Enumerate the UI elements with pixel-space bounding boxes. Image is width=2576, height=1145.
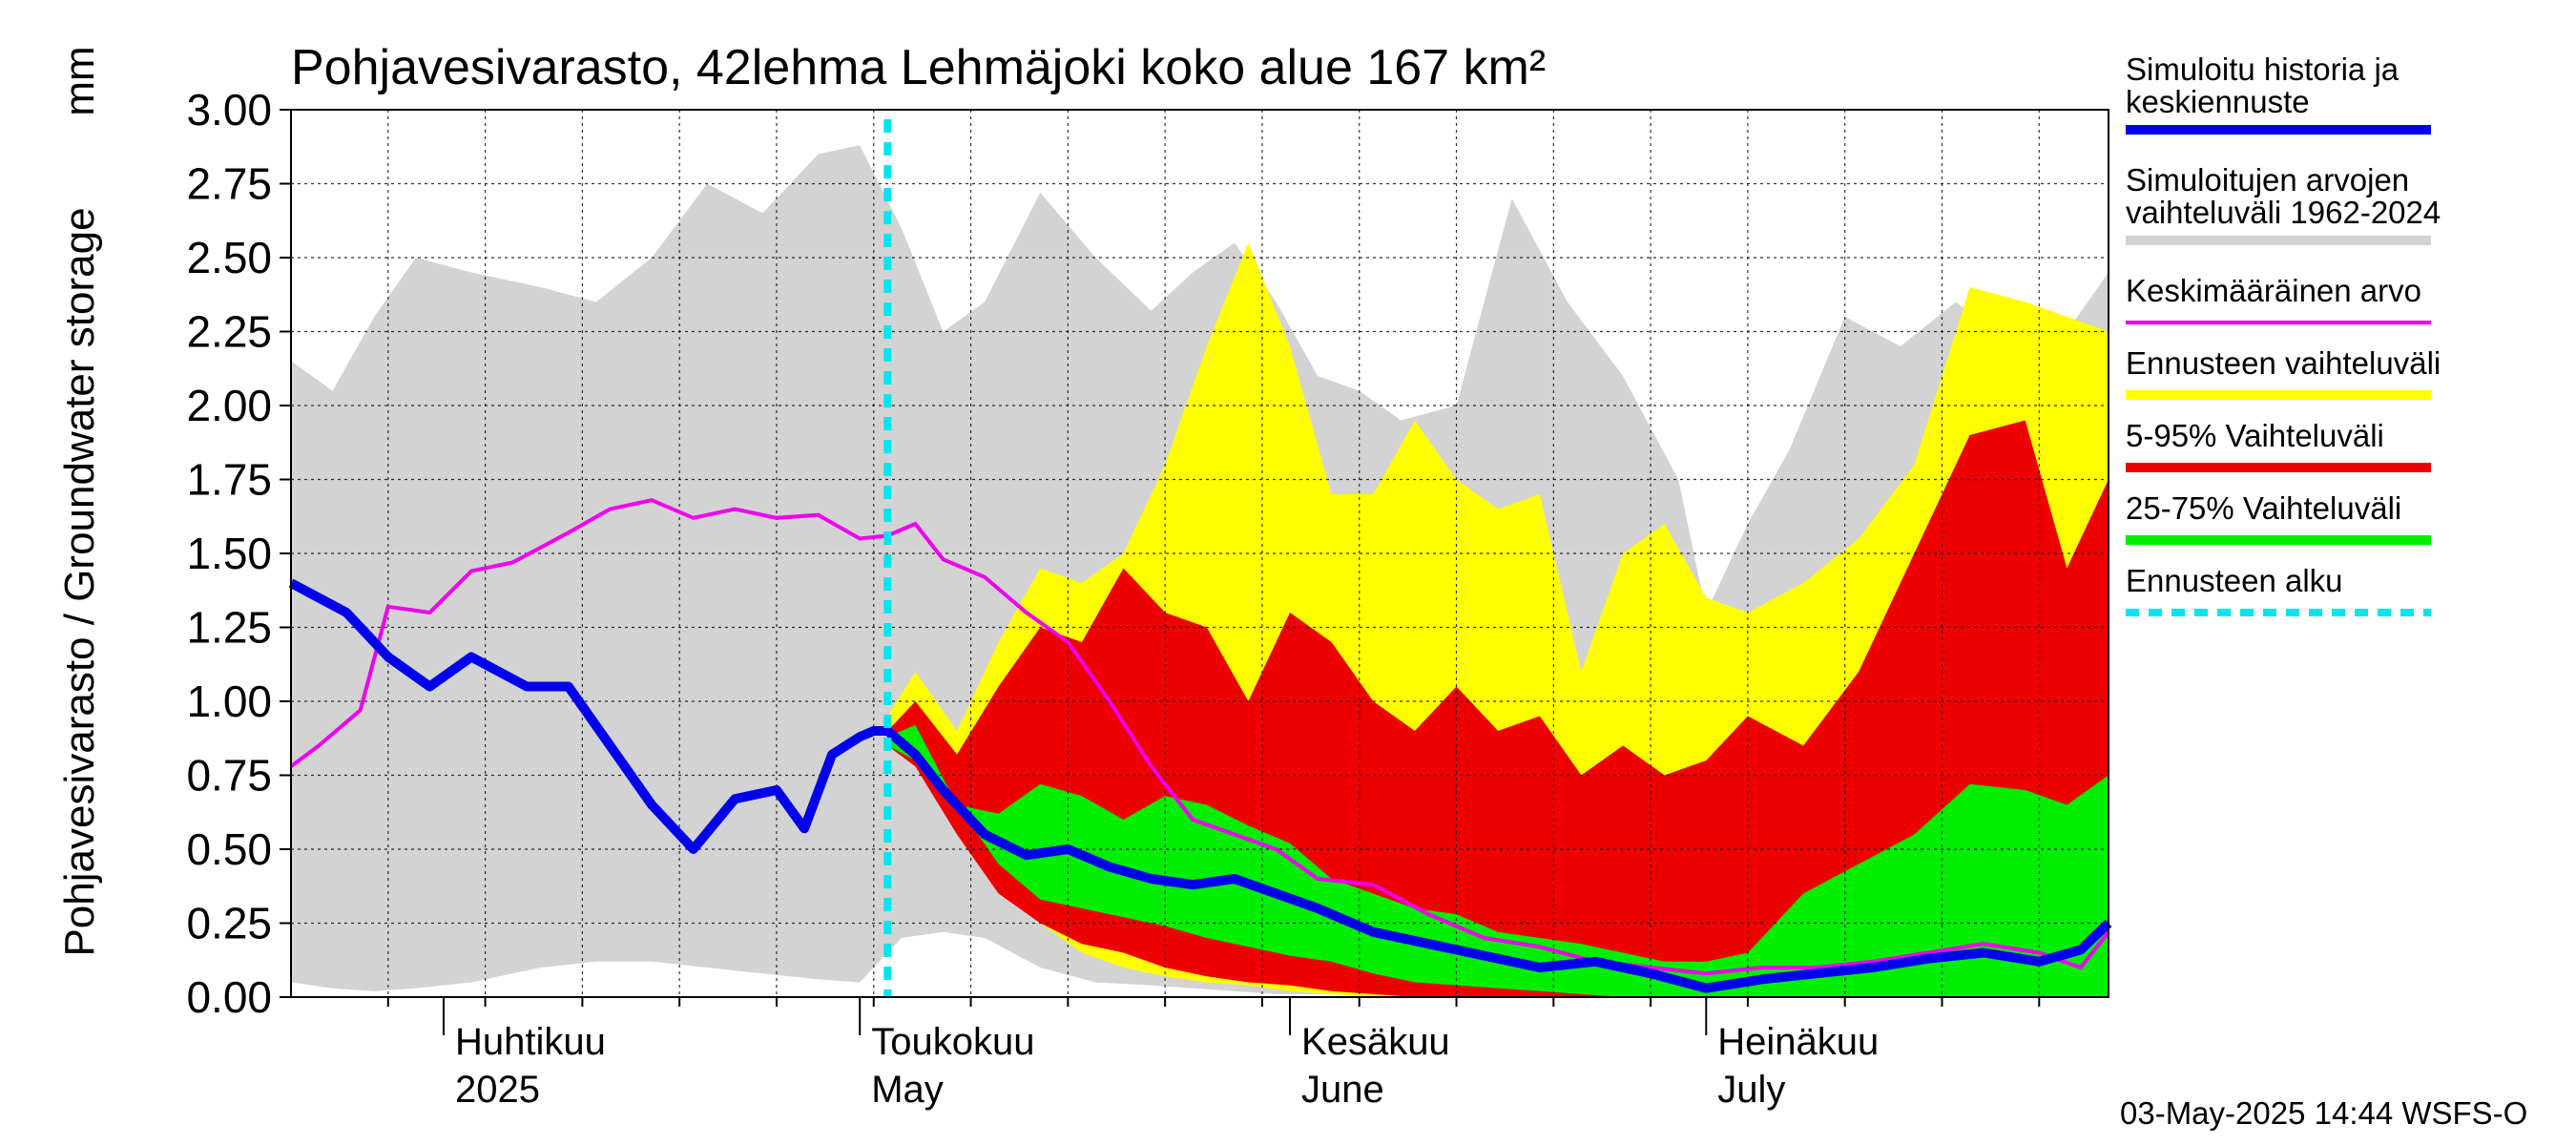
y-tick-label: 2.75 [186,159,272,209]
plot-area [288,109,2112,1007]
line-mean [289,498,2110,976]
x-month-label: Kesäkuu [1301,1021,1450,1063]
x-month-sublabel: June [1301,1069,1384,1111]
y-tick-label: 0.75 [186,751,272,801]
band-25-75 [887,724,2109,997]
legend-label: Simuloitujen arvojen vaihteluväli 1962-20… [2126,162,2441,230]
legend-label-line: Simuloitu historia ja [2126,52,2399,87]
y-tick-label: 2.25 [186,307,272,357]
x-month-label: Huhtikuu [455,1021,606,1063]
x-month-sublabel: 2025 [455,1069,540,1111]
y-axis-unit: mm [56,46,103,115]
chart-title: Pohjavesivarasto, 42lehma Lehmäjoki koko… [291,40,1546,95]
legend-label: Simuloitu historia ja keskiennuste [2126,52,2399,119]
x-month-sublabel: May [871,1069,944,1111]
footer-timestamp: 03-May-2025 14:44 WSFS-O [2120,1095,2527,1131]
y-tick-label: 0.50 [186,824,272,874]
y-tick-label: 2.00 [186,381,272,430]
x-month-sublabel: July [1717,1069,1785,1111]
y-tick-label: 3.00 [186,85,272,135]
legend-label-line: keskiennuste [2126,84,2310,119]
x-month-label: Toukokuu [871,1021,1034,1063]
legend-label: Ennusteen vaihteluväli [2126,345,2441,381]
legend-label-line: vaihteluväli 1962-2024 [2126,195,2441,230]
legend-label: 5-95% Vaihteluväli [2126,418,2384,453]
legend-label: Ennusteen alku [2126,563,2343,598]
legend-label: 25-75% Vaihteluväli [2126,490,2401,526]
y-tick-label: 0.00 [186,972,272,1022]
y-tick-label: 1.50 [186,529,272,578]
y-tick-label: 1.00 [186,677,272,726]
y-tick-label: 0.25 [186,899,272,948]
x-month-label: Heinäkuu [1717,1021,1879,1063]
line-simulated [288,578,2112,993]
legend-label-line: Simuloitujen arvojen [2126,162,2409,198]
legend-label: Keskimääräinen arvo [2126,273,2421,308]
y-tick-label: 1.25 [186,603,272,653]
y-axis-label: Pohjavesivarasto / Groundwater storage [56,207,103,956]
y-tick-label: 2.50 [186,233,272,282]
y-tick-label: 1.75 [186,455,272,505]
